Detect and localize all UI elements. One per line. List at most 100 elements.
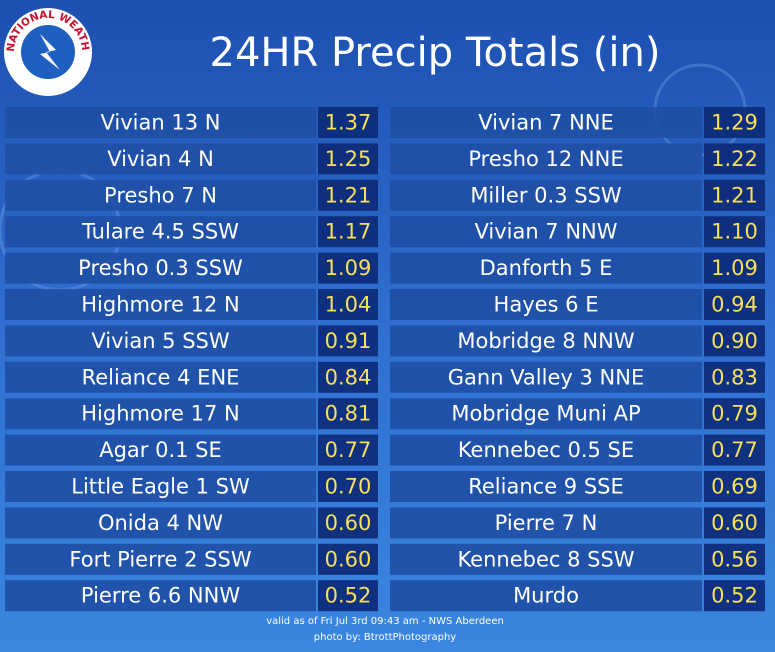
location-name: Kennebec 8 SSW [457,547,634,571]
precip-value: 0.70 [325,475,372,499]
precip-value: 0.84 [325,365,372,389]
value-cell [318,325,378,357]
value-cell [318,471,378,502]
location-name: Miller 0.3 SSW [470,183,622,207]
value-cell [318,543,378,575]
location-name: Vivian 7 NNE [478,111,614,135]
name-cell [390,107,702,138]
precip-value: 0.81 [325,402,372,426]
value-cell [318,398,378,430]
value-cell [704,398,765,430]
name-cell [5,216,316,248]
value-cell [704,216,765,248]
footer-valid: valid as of Fri Jul 3rd 09:43 am - NWS A… [266,616,504,627]
name-cell [5,107,316,138]
location-name: Reliance 9 SSE [468,475,624,499]
value-cell [318,143,378,175]
location-name: Onida 4 NW [98,511,223,535]
precip-value: 0.56 [711,547,758,571]
name-cell [390,398,702,430]
precip-value: 0.90 [711,329,758,353]
value-cell [704,471,765,502]
name-cell [5,471,316,502]
location-name: Danforth 5 E [480,256,613,280]
value-cell [704,507,765,539]
location-name: Vivian 5 SSW [91,329,230,353]
value-cell [318,107,378,138]
footer-credit: photo by: BtrottPhotography [314,632,457,643]
location-name: Presho 12 NNE [468,147,623,171]
precip-value: 0.60 [711,511,758,535]
table: Vivian 13 N 1.37 Vivian 7 NNE 1.29 Vivian 4 … [5,107,765,612]
value-cell [704,580,765,612]
precip-value: 1.09 [711,256,758,280]
precip-value: 1.17 [325,220,372,244]
value-cell [318,216,378,248]
nws-logo: NATIONAL WEATHER SERVICE [0,0,92,96]
precip-value: 0.77 [325,438,372,462]
location-name: Mobridge 8 NNW [457,329,634,353]
name-cell [390,580,702,612]
precip-value: 1.04 [325,293,372,317]
location-name: Pierre 7 N [495,511,598,535]
precip-value: 0.79 [711,402,758,426]
location-name: Reliance 4 ENE [82,365,240,389]
precip-value: 1.22 [711,147,758,171]
value-cell [318,289,378,320]
precip-value: 1.09 [325,256,372,280]
precip-value: 0.83 [711,365,758,389]
location-name: Mobridge Muni AP [451,402,640,426]
precip-value: 0.60 [325,511,372,535]
name-cell [5,398,316,430]
precip-value: 0.94 [711,293,758,317]
value-cell [318,434,378,466]
location-name: Vivian 4 N [107,147,214,171]
location-name: Murdo [513,584,579,608]
location-name: Hayes 6 E [494,293,599,317]
location-name: Pierre 6.6 NNW [81,584,240,608]
name-cell [5,289,316,320]
name-cell [5,543,316,575]
name-cell [390,252,702,284]
precip-value: 1.37 [325,111,372,135]
value-cell [704,289,765,320]
value-cell [704,434,765,466]
value-cell [704,325,765,357]
name-cell [5,143,316,175]
location-name: Vivian 7 NNW [474,220,617,244]
location-name: Presho 0.3 SSW [78,256,243,280]
value-cell [318,580,378,612]
value-cell [704,143,765,175]
value-cell [318,361,378,393]
precip-value: 0.52 [325,584,372,608]
precip-value: 1.21 [325,183,372,207]
title: 24HR Precip Totals (in) [210,30,661,76]
name-cell [390,216,702,248]
name-cell [390,289,702,320]
precip-value: 0.69 [711,475,758,499]
location-name: Tulare 4.5 SSW [81,220,239,244]
name-cell [5,580,316,612]
precip-value: 0.60 [325,547,372,571]
value-cell [704,543,765,575]
name-cell [5,507,316,539]
name-cell [390,543,702,575]
precip-value: 1.21 [711,183,758,207]
precip-value: 1.25 [325,147,372,171]
location-name: Fort Pierre 2 SSW [69,547,251,571]
location-name: Highmore 12 N [81,293,239,317]
name-cell [5,434,316,466]
location-name: Agar 0.1 SE [99,438,222,462]
precip-value: 1.29 [711,111,758,135]
precip-value: 0.77 [711,438,758,462]
precip-value: 1.10 [711,220,758,244]
location-name: Gann Valley 3 NNE [448,365,644,389]
value-cell [318,179,378,211]
location-name: Vivian 13 N [101,111,221,135]
value-cell [318,252,378,284]
name-cell [5,252,316,284]
value-cell [704,252,765,284]
name-cell [390,325,702,357]
location-name: Presho 7 N [104,183,217,207]
